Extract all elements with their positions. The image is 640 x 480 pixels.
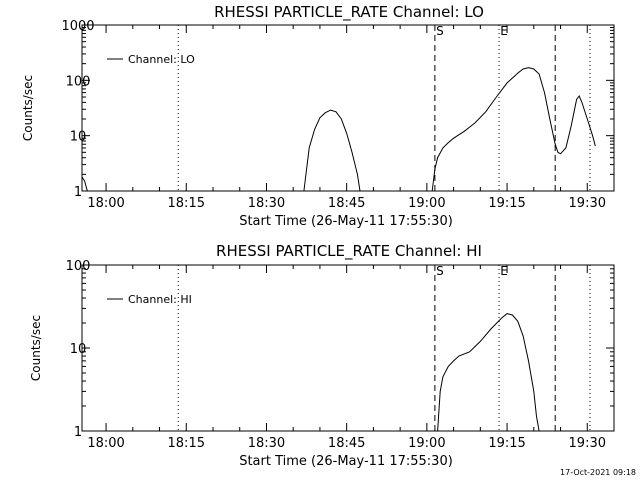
- x-axis-label-lo: Start Time (26-May-11 17:55:30): [239, 214, 453, 229]
- x-tick-label: 18:00: [87, 196, 124, 211]
- legend-label-lo: Channel: LO: [128, 53, 195, 66]
- x-axis-lo: 18:00 18:15 18:30 18:45 19:00 19:15 19:30: [87, 25, 615, 211]
- y-tick-label: 1: [74, 425, 82, 440]
- legend-lo: Channel: LO: [107, 53, 195, 66]
- panel-lo: RHESSI PARTICLE_RATE Channel: LO 1101001…: [21, 3, 615, 229]
- x-axis-label-hi: Start Time (26-May-11 17:55:30): [239, 454, 453, 469]
- x-tick-label: 19:00: [408, 196, 445, 211]
- x-tick-label: 18:15: [168, 436, 205, 451]
- series-line: [431, 67, 596, 192]
- series-hi: [437, 313, 540, 432]
- y-tick-label: 1: [74, 185, 82, 200]
- marker-label: E: [500, 24, 508, 38]
- legend-label-hi: Channel: HI: [128, 293, 192, 306]
- x-tick-label: 19:30: [569, 436, 606, 451]
- marker-label: S: [436, 24, 444, 38]
- x-tick-label: 19:30: [569, 196, 606, 211]
- x-tick-label: 19:15: [488, 436, 525, 451]
- y-tick-label: 1000: [61, 19, 94, 34]
- x-tick-label: 18:15: [168, 196, 205, 211]
- series-line: [81, 176, 88, 192]
- timestamp: 17-Oct-2021 09:18: [560, 468, 636, 477]
- x-tick-label: 18:00: [87, 436, 124, 451]
- x-axis-hi: 18:00 18:15 18:30 18:45 19:00 19:15 19:30: [87, 265, 615, 451]
- series-line: [303, 109, 361, 192]
- y-axis-hi: 1 10 100: [66, 259, 614, 440]
- y-tick-label: 100: [66, 74, 91, 89]
- x-tick-label: 18:45: [328, 436, 365, 451]
- x-tick-label: 19:15: [488, 196, 525, 211]
- y-axis-lo: 1 10 100 1000: [61, 19, 614, 200]
- x-tick-label: 18:45: [328, 196, 365, 211]
- y-tick-label: 10: [70, 130, 87, 145]
- x-tick-label: 18:30: [248, 196, 285, 211]
- series-lo: [81, 67, 596, 192]
- y-tick-label: 100: [66, 259, 91, 274]
- panel-hi: RHESSI PARTICLE_RATE Channel: HI 110100 …: [29, 242, 615, 469]
- chart-title-hi: RHESSI PARTICLE_RATE Channel: HI: [216, 242, 482, 261]
- y-axis-label-lo: Counts/sec: [21, 75, 35, 141]
- marker-label: E: [500, 264, 508, 278]
- marker-label: S: [436, 264, 444, 278]
- series-line: [437, 313, 540, 432]
- y-tick-label: 10: [70, 342, 87, 357]
- chart-title-lo: RHESSI PARTICLE_RATE Channel: LO: [214, 3, 484, 22]
- x-tick-label: 18:30: [248, 436, 285, 451]
- legend-hi: Channel: HI: [107, 293, 192, 306]
- plot-frame-lo: [81, 24, 615, 192]
- y-axis-label-hi: Counts/sec: [29, 315, 43, 381]
- x-tick-label: 19:00: [408, 436, 445, 451]
